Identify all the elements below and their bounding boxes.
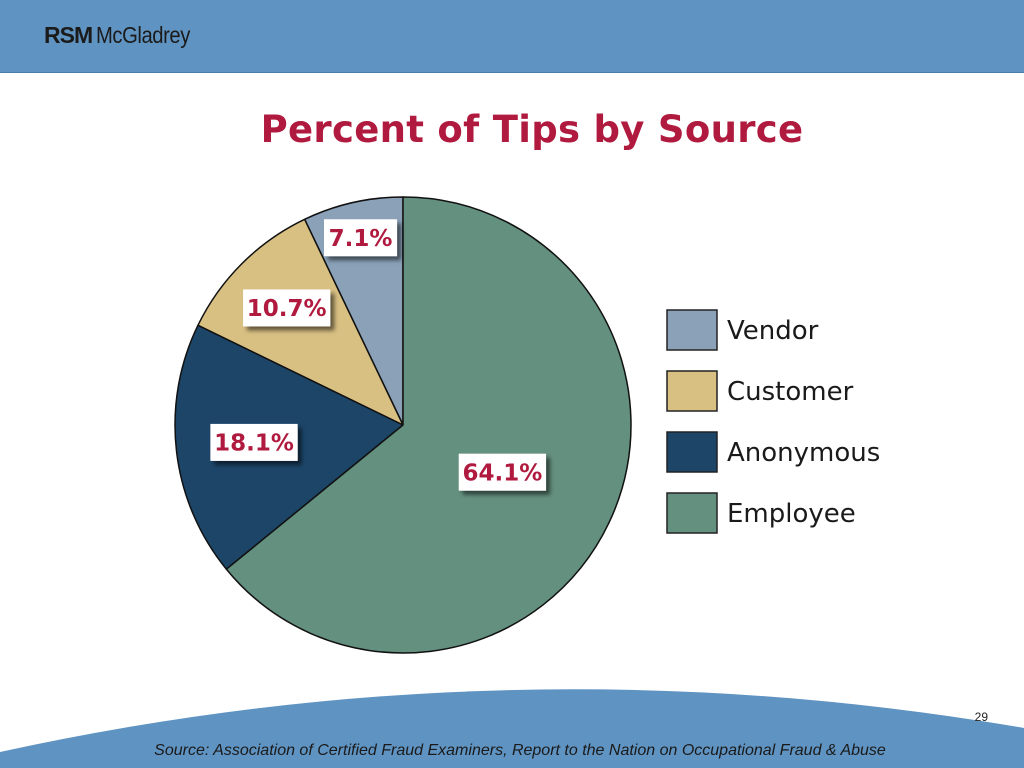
legend-swatch — [666, 370, 718, 412]
legend-item-anonymous: Anonymous — [666, 431, 880, 473]
data-label-box — [243, 289, 331, 327]
legend-item-customer: Customer — [666, 370, 854, 412]
data-label-text: 10.7% — [247, 296, 327, 322]
data-label-box — [324, 219, 398, 257]
legend-item-vendor: Vendor — [666, 309, 819, 351]
data-label-customer: 10.7% — [243, 289, 331, 327]
data-label-text: 18.1% — [214, 431, 294, 457]
data-label-text: 7.1% — [329, 226, 393, 252]
legend-label: Anonymous — [727, 438, 880, 468]
legend-swatch — [666, 431, 718, 473]
data-label-anonymous: 18.1% — [210, 423, 298, 461]
legend-item-employee: Employee — [666, 492, 856, 534]
source-citation: Source: Association of Certified Fraud E… — [154, 742, 886, 759]
page-number: 29 — [974, 710, 988, 724]
company-logo: RSM McGladrey — [44, 22, 203, 49]
data-label-text: 64.1% — [462, 460, 542, 486]
legend-swatch — [666, 309, 718, 351]
pie-slice-employee — [225, 196, 632, 654]
chart-title: Percent of Tips by Source — [260, 108, 804, 151]
header-bar: RSM McGladrey — [0, 0, 1024, 73]
legend-label: Customer — [727, 377, 854, 407]
legend: Vendor Customer Anonymous Employee — [666, 309, 880, 534]
pie-data-labels: 7.1% 10.7% 18.1% 64.1% — [210, 219, 547, 491]
legend-label: Vendor — [727, 316, 819, 346]
data-label-box — [458, 453, 547, 491]
logo-rsm: RSM — [44, 22, 93, 48]
legend-label: Employee — [727, 499, 856, 529]
legend-swatch — [666, 492, 718, 534]
logo-name: McGladrey — [96, 22, 191, 48]
data-label-employee: 64.1% — [458, 453, 547, 491]
data-label-vendor: 7.1% — [324, 219, 398, 257]
data-label-box — [210, 423, 298, 461]
